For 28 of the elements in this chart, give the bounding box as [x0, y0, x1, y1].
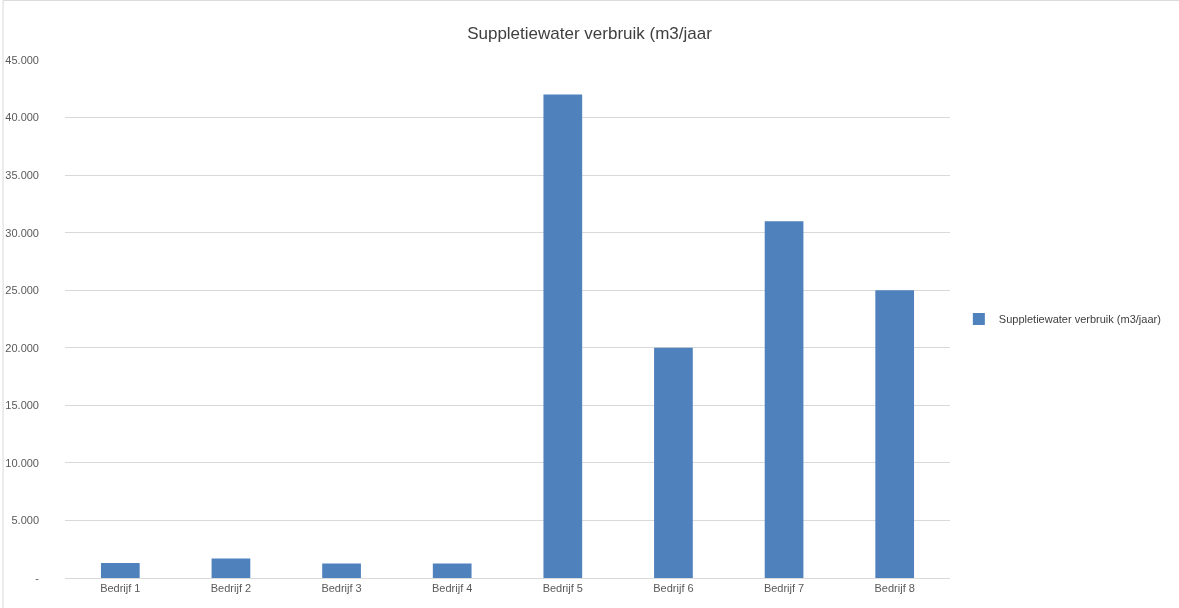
- y-tick-label: 35.000: [5, 168, 39, 181]
- bar: [100, 563, 140, 578]
- y-tick-label: 20.000: [5, 341, 39, 354]
- y-tick-label: 40.000: [5, 111, 39, 124]
- bar: [543, 94, 583, 578]
- x-tick-label: Bedrijf 1: [100, 582, 141, 595]
- x-tick-label: Bedrijf 7: [763, 582, 805, 595]
- y-tick-label: 10.000: [5, 456, 39, 469]
- bar: [432, 563, 472, 578]
- y-tick-label: 15.000: [5, 399, 39, 412]
- chart-title: Suppletiewater verbruik (m3/jaar: [467, 24, 713, 44]
- bar: [654, 347, 693, 578]
- legend-label: Suppletiewater verbruik (m3/jaar): [998, 313, 1161, 326]
- x-tick-label: Bedrijf 2: [210, 582, 252, 595]
- x-tick-label: Bedrijf 5: [542, 582, 583, 595]
- y-tick-label: 5.000: [11, 514, 39, 527]
- bar: [322, 563, 361, 578]
- bar: [875, 290, 915, 578]
- x-tick-label: Bedrijf 4: [432, 582, 473, 595]
- y-tick-label: 25.000: [5, 284, 39, 297]
- y-tick-label: 45.000: [5, 53, 39, 66]
- x-tick-label: Bedrijf 3: [321, 582, 362, 595]
- x-tick-label: Bedrijf 8: [874, 582, 915, 595]
- y-tick-label: 30.000: [5, 226, 39, 239]
- x-tick-label: Bedrijf 6: [653, 582, 694, 595]
- bar: [211, 558, 251, 578]
- bar: [764, 221, 804, 578]
- y-tick-label: -: [35, 571, 40, 584]
